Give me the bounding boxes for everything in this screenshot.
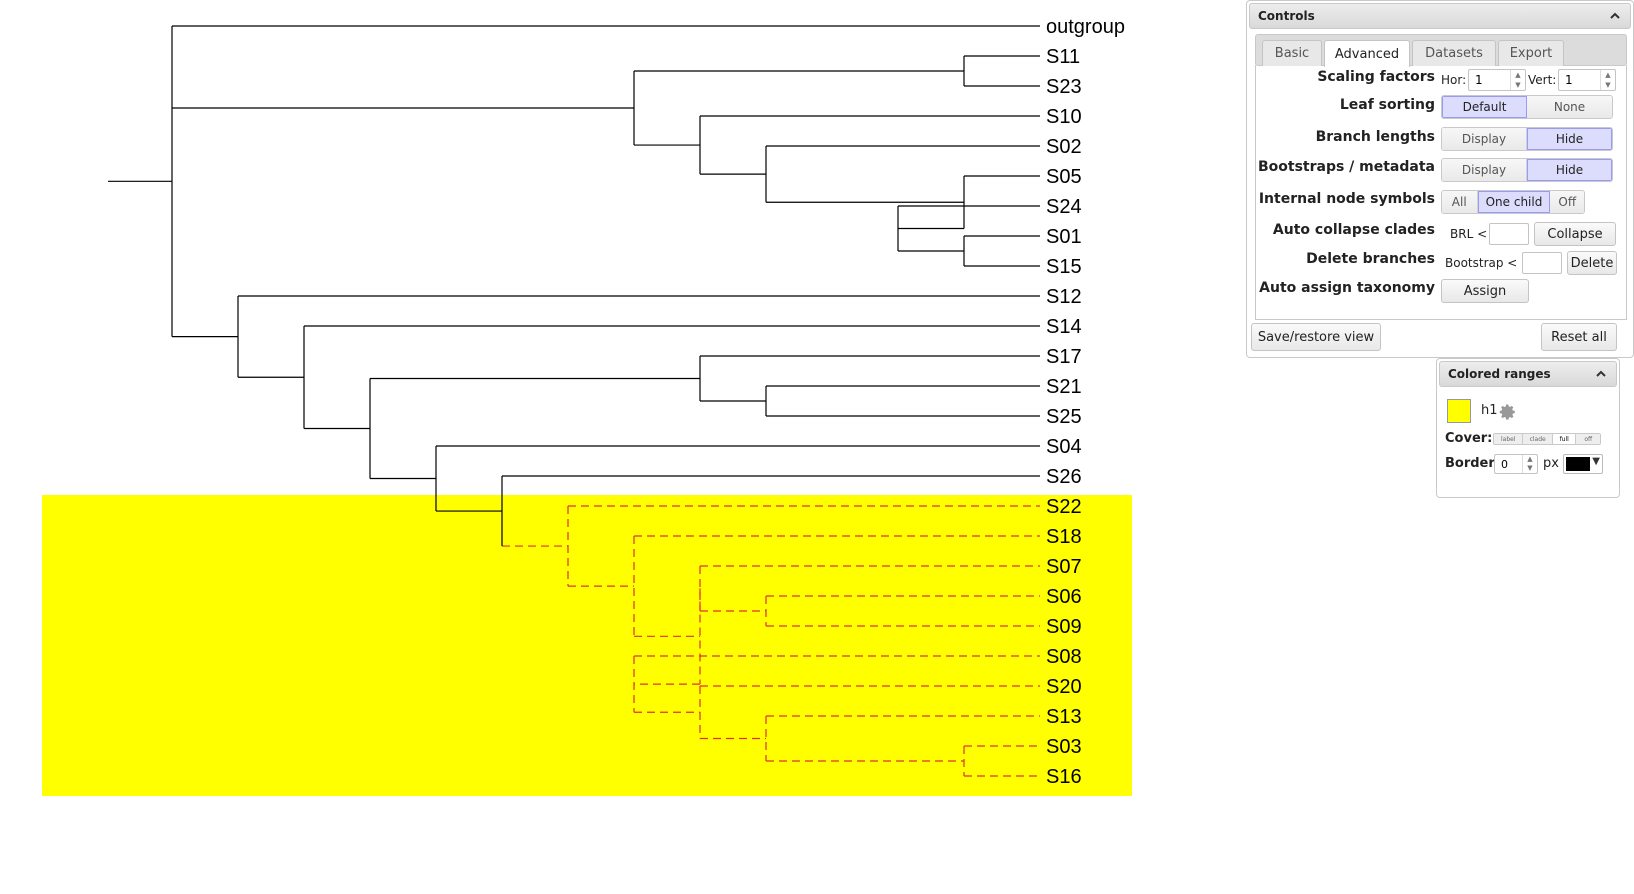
hor-label: Hor: [1441,73,1467,87]
cover-label-option[interactable]: label [1494,434,1524,444]
border-color-picker[interactable]: ▼ [1563,454,1603,474]
border-width-input[interactable]: 0 ▲ ▼ [1494,454,1538,474]
leaf-label-s02[interactable]: S02 [1046,136,1082,158]
scaling-factors-label: Scaling factors [1317,69,1435,85]
collapse-chevron-icon[interactable] [1608,9,1622,23]
leaf-label-s21[interactable]: S21 [1046,376,1082,398]
cover-label: Cover: [1445,431,1493,446]
leaf-label-s06[interactable]: S06 [1046,586,1082,608]
range-color-swatch[interactable] [1447,399,1471,423]
cover-full-option[interactable]: full [1552,434,1577,444]
leaf-label-s15[interactable]: S15 [1046,256,1082,278]
collapse-chevron-icon[interactable] [1594,367,1608,381]
leaf-label-s12[interactable]: S12 [1046,286,1082,308]
leaf-label-s04[interactable]: S04 [1046,436,1082,458]
leaf-label-s24[interactable]: S24 [1046,196,1082,218]
colored-ranges-header[interactable]: Colored ranges [1439,361,1617,387]
assign-button[interactable]: Assign [1441,279,1529,303]
bootstraps-toggle: Display Hide [1441,158,1613,182]
internal-nodes-one-child[interactable]: One child [1477,191,1551,213]
leaf-sorting-none[interactable]: None [1527,96,1612,118]
delete-button[interactable]: Delete [1567,251,1617,275]
border-spinner-icon[interactable]: ▲ ▼ [1522,455,1537,473]
delete-branches-label: Delete branches [1306,251,1435,267]
leaf-label-s25[interactable]: S25 [1046,406,1082,428]
reset-all-button[interactable]: Reset all [1541,323,1617,351]
tab-datasets[interactable]: Datasets [1412,40,1496,66]
border-value: 0 [1501,457,1508,471]
leaf-label-s01[interactable]: S01 [1046,226,1082,248]
controls-panel: Controls Basic Advanced Datasets Export … [1246,0,1634,358]
hor-scaling-input[interactable]: 1 ▲ ▼ [1468,69,1526,91]
border-color-box [1566,457,1590,471]
vert-value: 1 [1565,73,1573,87]
save-restore-view-button[interactable]: Save/restore view [1251,323,1381,351]
tab-basic[interactable]: Basic [1262,40,1322,66]
advanced-tab-body: Scaling factors Hor: 1 ▲ ▼ Vert: 1 ▲ ▼ Lea… [1255,65,1627,320]
cover-off-option[interactable]: off [1576,434,1600,444]
colored-ranges-title: Colored ranges [1448,367,1551,381]
branch-lengths-label: Branch lengths [1315,129,1435,145]
hor-value: 1 [1475,73,1483,87]
collapse-threshold-input[interactable] [1489,223,1529,245]
leaf-label-s13[interactable]: S13 [1046,706,1082,728]
leaf-label-s10[interactable]: S10 [1046,106,1082,128]
leaf-sorting-label: Leaf sorting [1339,97,1435,113]
internal-nodes-all[interactable]: All [1442,191,1478,213]
tab-strip: Basic Advanced Datasets Export [1255,34,1627,67]
leaf-label-s11[interactable]: S11 [1046,46,1080,68]
leaf-label-s26[interactable]: S26 [1046,466,1082,488]
tab-export[interactable]: Export [1498,40,1564,66]
leaf-label-s14[interactable]: S14 [1046,316,1082,338]
vert-label: Vert: [1528,73,1557,87]
bootstraps-label: Bootstraps / metadata [1257,159,1435,175]
branch-lengths-hide[interactable]: Hide [1527,128,1612,150]
leaf-label-s22[interactable]: S22 [1046,496,1082,518]
colored-range-highlight [42,495,1132,796]
gear-icon[interactable] [1499,403,1517,425]
vert-spinner-icon[interactable]: ▲ ▼ [1600,70,1615,90]
leaf-label-s16[interactable]: S16 [1046,766,1082,788]
controls-title: Controls [1258,9,1315,23]
leaf-label-s20[interactable]: S20 [1046,676,1082,698]
internal-nodes-off[interactable]: Off [1550,191,1584,213]
range-name: h1 [1481,403,1498,418]
leaf-label-s08[interactable]: S08 [1046,646,1082,668]
border-unit: px [1543,456,1559,471]
branch-lengths-toggle: Display Hide [1441,127,1613,151]
internal-node-symbols-toggle: All One child Off [1441,190,1585,214]
leaf-label-s17[interactable]: S17 [1046,346,1082,368]
hor-spinner-icon[interactable]: ▲ ▼ [1510,70,1525,90]
delete-threshold-input[interactable] [1522,252,1562,274]
controls-header[interactable]: Controls [1249,3,1631,29]
bootstraps-hide[interactable]: Hide [1527,159,1612,181]
cover-toggle: label clade full off [1493,433,1601,445]
brl-prefix: BRL < [1450,227,1488,241]
dropdown-arrow-icon: ▼ [1592,456,1600,467]
collapse-button[interactable]: Collapse [1534,222,1616,246]
cover-clade-option[interactable]: clade [1523,434,1553,444]
internal-node-symbols-label: Internal node symbols [1258,191,1435,207]
leaf-label-outgroup[interactable]: outgroup [1046,16,1125,38]
bootstraps-display[interactable]: Display [1442,159,1527,181]
tab-advanced[interactable]: Advanced [1324,40,1410,67]
vert-scaling-input[interactable]: 1 ▲ ▼ [1558,69,1616,91]
leaf-label-s05[interactable]: S05 [1046,166,1082,188]
auto-taxonomy-label: Auto assign taxonomy [1259,280,1435,296]
auto-collapse-label: Auto collapse clades [1272,222,1435,238]
leaf-label-s09[interactable]: S09 [1046,616,1082,638]
branch-lengths-display[interactable]: Display [1442,128,1527,150]
tree-canvas[interactable]: outgroup S11 S23 S10 S02 S05 S24 S01 S15 S12 S14 S1… [0,0,1200,894]
border-label: Border: [1445,456,1500,471]
leaf-label-s03[interactable]: S03 [1046,736,1082,758]
leaf-sorting-default[interactable]: Default [1442,96,1528,118]
leaf-label-s23[interactable]: S23 [1046,76,1082,98]
colored-ranges-panel: Colored ranges h1 Cover: label clade ful… [1436,358,1620,498]
leaf-label-s07[interactable]: S07 [1046,556,1082,578]
leaf-sorting-toggle: Default None [1441,95,1613,119]
bootstrap-prefix: Bootstrap < [1445,256,1518,270]
leaf-label-s18[interactable]: S18 [1046,526,1082,548]
